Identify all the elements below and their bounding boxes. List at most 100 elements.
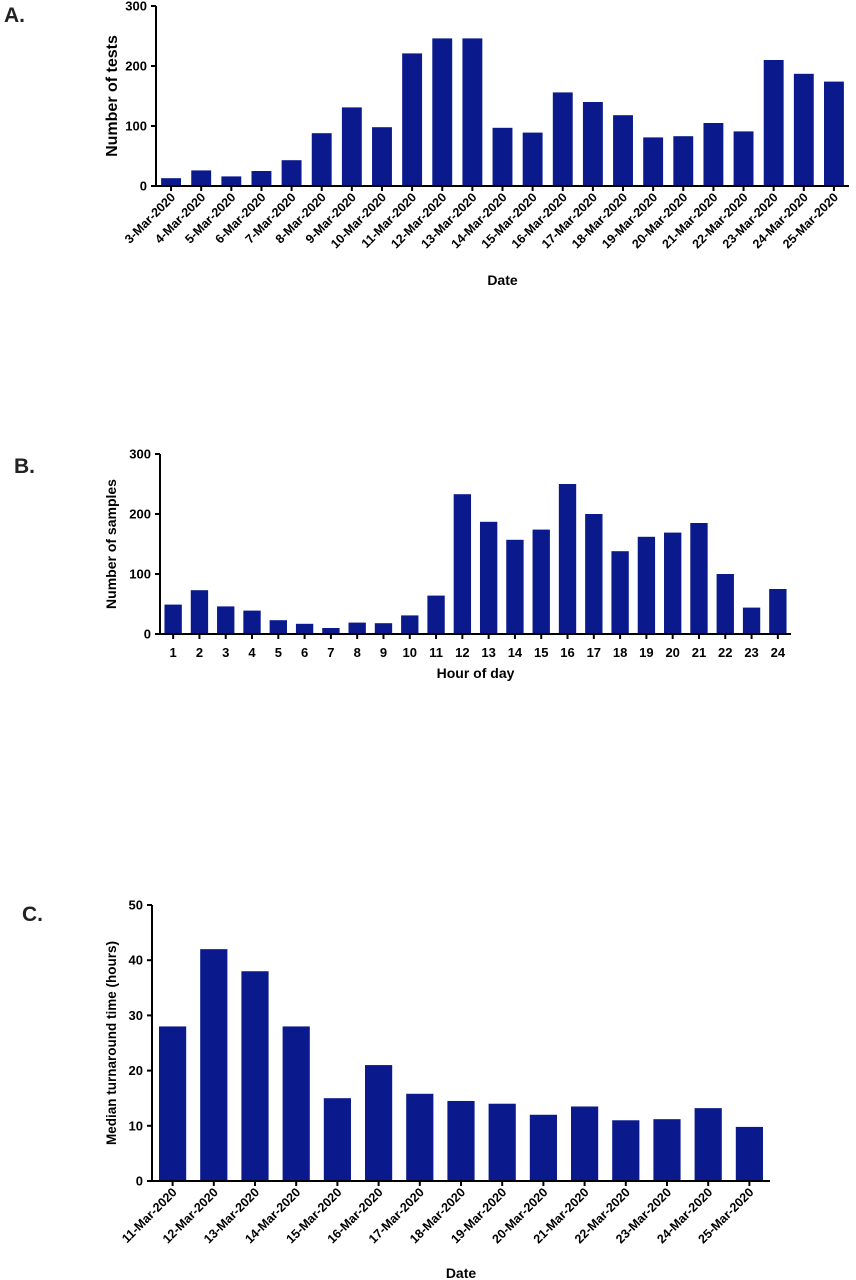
y-tick-label: 200 bbox=[125, 59, 147, 74]
bar-12-Mar-2020 bbox=[200, 949, 228, 1181]
y-axis-title: Median turnaround time (hours) bbox=[104, 941, 119, 1145]
y-tick-label: 100 bbox=[125, 119, 147, 134]
bar-11-Mar-2020 bbox=[159, 1026, 187, 1181]
bar-20-Mar-2020 bbox=[673, 136, 694, 186]
y-tick-label: 30 bbox=[129, 1008, 143, 1023]
bar-22 bbox=[716, 574, 734, 634]
bar-11 bbox=[427, 595, 445, 634]
x-tick-label: 16 bbox=[560, 645, 574, 660]
x-axis-title: Date bbox=[487, 272, 518, 288]
bar-16-Mar-2020 bbox=[552, 92, 573, 186]
bar-17 bbox=[585, 514, 603, 634]
bar-12 bbox=[453, 494, 472, 634]
bar-13-Mar-2020 bbox=[462, 38, 483, 187]
bar-10-Mar-2020 bbox=[372, 127, 392, 186]
bar-19-Mar-2020 bbox=[643, 137, 664, 186]
bar-16-Mar-2020 bbox=[365, 1065, 393, 1181]
x-tick-label: 14 bbox=[508, 645, 523, 660]
bar-13-Mar-2020 bbox=[241, 971, 269, 1181]
y-tick-label: 20 bbox=[129, 1063, 143, 1078]
x-axis-title: Hour of day bbox=[437, 665, 515, 681]
x-tick-label: 5 bbox=[275, 645, 282, 660]
bar-7-Mar-2020 bbox=[281, 160, 302, 186]
x-tick-label: 4 bbox=[248, 645, 256, 660]
y-tick-label: 0 bbox=[140, 179, 147, 194]
bar-17-Mar-2020 bbox=[582, 102, 603, 186]
bar-24-Mar-2020 bbox=[793, 73, 814, 186]
chart-3: 0102030405011-Mar-202012-Mar-202013-Mar-… bbox=[104, 898, 770, 1280]
bar-19 bbox=[637, 536, 656, 634]
bar-7 bbox=[322, 628, 340, 634]
bar-5 bbox=[269, 620, 287, 634]
bar-24-Mar-2020 bbox=[694, 1108, 722, 1181]
bar-3 bbox=[217, 606, 235, 634]
bar-9 bbox=[374, 623, 393, 634]
bar-25-Mar-2020 bbox=[823, 81, 844, 186]
bar-18-Mar-2020 bbox=[613, 115, 633, 186]
x-tick-label: 1 bbox=[170, 645, 177, 660]
bar-6-Mar-2020 bbox=[251, 171, 272, 186]
bar-20-Mar-2020 bbox=[529, 1114, 557, 1181]
x-tick-label: 2 bbox=[196, 645, 203, 660]
chart-1: 01002003003-Mar-20204-Mar-20205-Mar-2020… bbox=[104, 0, 849, 288]
y-tick-label: 0 bbox=[144, 627, 151, 642]
x-tick-label: 6 bbox=[301, 645, 308, 660]
y-tick-label: 40 bbox=[129, 953, 143, 968]
x-tick-label: 11 bbox=[429, 645, 443, 660]
bar-13 bbox=[479, 521, 498, 634]
bar-11-Mar-2020 bbox=[402, 53, 423, 187]
bar-14-Mar-2020 bbox=[282, 1026, 310, 1181]
bar-25-Mar-2020 bbox=[735, 1126, 763, 1181]
bar-15 bbox=[532, 529, 550, 634]
bar-2 bbox=[190, 590, 209, 634]
y-axis-title: Number of tests bbox=[104, 35, 121, 157]
y-tick-label: 300 bbox=[125, 0, 147, 14]
bar-8 bbox=[348, 622, 366, 634]
x-tick-label: 8 bbox=[354, 645, 361, 660]
bar-21-Mar-2020 bbox=[703, 123, 724, 186]
bar-1 bbox=[164, 604, 182, 634]
bar-18-Mar-2020 bbox=[447, 1100, 475, 1181]
x-tick-label: 18 bbox=[613, 645, 627, 660]
bar-21 bbox=[690, 523, 708, 634]
bar-15-Mar-2020 bbox=[522, 132, 543, 186]
y-tick-label: 10 bbox=[129, 1118, 143, 1133]
bar-24 bbox=[769, 589, 787, 634]
bar-21-Mar-2020 bbox=[571, 1106, 599, 1181]
bar-6 bbox=[295, 623, 314, 634]
x-tick-label: 9 bbox=[380, 645, 387, 660]
x-tick-label: 22 bbox=[718, 645, 732, 660]
bar-12-Mar-2020 bbox=[432, 38, 453, 187]
x-tick-label: 20 bbox=[665, 645, 679, 660]
bar-8-Mar-2020 bbox=[311, 133, 332, 186]
x-tick-label: 3 bbox=[222, 645, 229, 660]
x-tick-label: 17 bbox=[587, 645, 601, 660]
x-tick-label: 23 bbox=[744, 645, 758, 660]
bar-10 bbox=[401, 615, 419, 634]
bar-18 bbox=[611, 551, 629, 634]
bar-22-Mar-2020 bbox=[733, 131, 754, 186]
y-tick-label: 50 bbox=[129, 898, 143, 913]
y-tick-label: 0 bbox=[136, 1174, 143, 1189]
bar-4 bbox=[243, 610, 261, 634]
y-tick-label: 200 bbox=[129, 507, 151, 522]
bar-15-Mar-2020 bbox=[323, 1098, 351, 1181]
bar-9-Mar-2020 bbox=[341, 107, 362, 186]
bar-14 bbox=[506, 539, 524, 634]
x-tick-label: 13 bbox=[481, 645, 495, 660]
bar-5-Mar-2020 bbox=[221, 176, 242, 186]
panel-label-c: C. bbox=[22, 903, 43, 926]
x-tick-label: 19 bbox=[639, 645, 653, 660]
bar-19-Mar-2020 bbox=[488, 1103, 516, 1181]
bar-20 bbox=[664, 532, 682, 634]
bar-4-Mar-2020 bbox=[191, 170, 212, 186]
bar-22-Mar-2020 bbox=[612, 1120, 640, 1181]
bar-23-Mar-2020 bbox=[653, 1119, 681, 1181]
bar-14-Mar-2020 bbox=[492, 127, 513, 186]
bar-17-Mar-2020 bbox=[406, 1093, 434, 1181]
panel-label-b: B. bbox=[14, 455, 35, 478]
y-tick-label: 300 bbox=[129, 447, 151, 462]
x-tick-label: 7 bbox=[327, 645, 334, 660]
